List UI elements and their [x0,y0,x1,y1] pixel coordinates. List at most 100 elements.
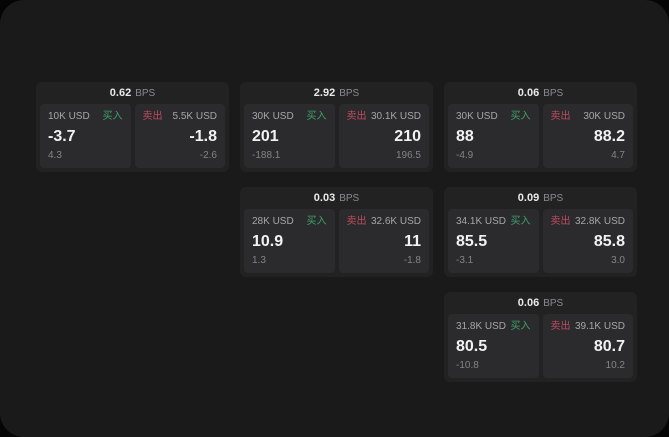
sell-amount-label: 5.5K USD [172,111,217,122]
bps-value: 0.62 [109,87,132,99]
sell-side-label: 卖出 [346,216,367,227]
buy-panel-top: 34.1K USD 买入 [456,216,531,228]
quote-card-body: 30K USD 买入 88 -4.9 卖出 30K USD 88.2 4.7 [444,104,637,172]
sell-side-label: 卖出 [142,111,163,122]
sell-amount-label: 39.1K USD [574,321,625,332]
buy-panel[interactable]: 30K USD 买入 201 -188.1 [244,104,335,168]
sell-price-value: 11 [404,232,421,250]
buy-sub-value: -10.8 [456,360,479,371]
bps-unit-label: BPS [339,87,360,99]
quote-card-body: 31.8K USD 买入 80.5 -10.8 卖出 39.1K USD 80.… [444,314,637,382]
buy-price-value: 85.5 [456,232,488,250]
buy-sub-value: 1.3 [252,255,266,266]
buy-panel-top: 30K USD 买入 [456,111,531,123]
sell-panel-top: 卖出 32.8K USD [551,216,626,228]
quote-card[interactable]: 0.62 BPS 10K USD 买入 -3.7 4.3 卖出 5.5K USD… [36,82,229,172]
buy-panel[interactable]: 31.8K USD 买入 80.5 -10.8 [448,314,539,378]
bps-unit-label: BPS [543,192,564,204]
sell-panel-top: 卖出 30.1K USD [347,111,422,123]
sell-panel-top: 卖出 30K USD [551,111,626,123]
buy-side-label: 买入 [510,111,531,122]
bps-value: 0.09 [517,192,540,204]
buy-sub-value: 4.3 [48,150,62,161]
bps-unit-label: BPS [543,297,564,309]
buy-price-value: 201 [252,127,279,145]
sell-sub-value: -2.6 [199,150,217,161]
sell-panel-top: 卖出 39.1K USD [551,321,626,333]
buy-panel[interactable]: 30K USD 买入 88 -4.9 [448,104,539,168]
sell-amount-label: 30K USD [583,111,625,122]
quote-card[interactable]: 0.06 BPS 30K USD 买入 88 -4.9 卖出 30K USD 8… [444,82,637,172]
bps-unit-label: BPS [135,87,156,99]
quotes-grid: 0.62 BPS 10K USD 买入 -3.7 4.3 卖出 5.5K USD… [36,82,637,382]
buy-side-label: 买入 [102,111,123,122]
buy-amount-label: 30K USD [252,111,294,122]
buy-amount-label: 30K USD [456,111,498,122]
quote-card-body: 10K USD 买入 -3.7 4.3 卖出 5.5K USD -1.8 -2.… [36,104,229,172]
buy-sub-value: -3.1 [456,255,474,266]
sell-side-label: 卖出 [346,111,367,122]
quote-card[interactable]: 0.09 BPS 34.1K USD 买入 85.5 -3.1 卖出 32.8K… [444,187,637,277]
buy-side-label: 买入 [510,216,531,227]
bps-value: 0.06 [517,87,540,99]
sell-price-value: -1.8 [189,127,217,145]
quote-card[interactable]: 2.92 BPS 30K USD 买入 201 -188.1 卖出 30.1K … [240,82,433,172]
buy-sub-value: -4.9 [456,150,474,161]
sell-price-value: 85.8 [593,232,625,250]
buy-panel-top: 28K USD 买入 [252,216,327,228]
sell-amount-label: 32.8K USD [574,216,625,227]
buy-panel[interactable]: 10K USD 买入 -3.7 4.3 [40,104,131,168]
quote-card[interactable]: 0.06 BPS 31.8K USD 买入 80.5 -10.8 卖出 39.1… [444,292,637,382]
sell-price-value: 80.7 [593,337,625,355]
quote-card-header: 0.03 BPS [240,187,433,209]
sell-panel-top: 卖出 5.5K USD [143,111,218,123]
buy-amount-label: 10K USD [48,111,90,122]
sell-sub-value: 10.2 [605,360,625,371]
quote-card-body: 30K USD 买入 201 -188.1 卖出 30.1K USD 210 1… [240,104,433,172]
sell-amount-label: 32.6K USD [370,216,421,227]
sell-panel[interactable]: 卖出 39.1K USD 80.7 10.2 [542,314,633,378]
quote-card-header: 0.06 BPS [444,82,637,104]
sell-panel[interactable]: 卖出 30.1K USD 210 196.5 [338,104,429,168]
buy-price-value: 10.9 [252,232,284,250]
sell-panel[interactable]: 卖出 32.8K USD 85.8 3.0 [542,209,633,273]
quote-card-body: 28K USD 买入 10.9 1.3 卖出 32.6K USD 11 -1.8 [240,209,433,277]
sell-sub-value: 4.7 [611,150,625,161]
sell-panel[interactable]: 卖出 5.5K USD -1.8 -2.6 [134,104,225,168]
buy-side-label: 买入 [306,216,327,227]
sell-side-label: 卖出 [550,321,571,332]
sell-side-label: 卖出 [550,216,571,227]
quote-card-header: 0.62 BPS [36,82,229,104]
buy-side-label: 买入 [306,111,327,122]
buy-panel[interactable]: 34.1K USD 买入 85.5 -3.1 [448,209,539,273]
quote-card[interactable]: 0.03 BPS 28K USD 买入 10.9 1.3 卖出 32.6K US… [240,187,433,277]
buy-panel-top: 10K USD 买入 [48,111,123,123]
quote-card-body: 34.1K USD 买入 85.5 -3.1 卖出 32.8K USD 85.8… [444,209,637,277]
bps-value: 0.06 [517,297,540,309]
buy-amount-label: 28K USD [252,216,294,227]
buy-sub-value: -188.1 [252,150,281,161]
buy-price-value: 80.5 [456,337,488,355]
sell-price-value: 210 [394,127,421,145]
buy-amount-label: 31.8K USD [456,321,507,332]
buy-side-label: 买入 [510,321,531,332]
sell-panel[interactable]: 卖出 32.6K USD 11 -1.8 [338,209,429,273]
sell-sub-value: 3.0 [611,255,625,266]
sell-panel[interactable]: 卖出 30K USD 88.2 4.7 [542,104,633,168]
sell-sub-value: 196.5 [395,150,421,161]
sell-price-value: 88.2 [593,127,625,145]
bps-value: 2.92 [313,87,336,99]
quote-card-header: 0.06 BPS [444,292,637,314]
buy-price-value: -3.7 [48,127,76,145]
buy-panel-top: 31.8K USD 买入 [456,321,531,333]
bps-value: 0.03 [313,192,336,204]
quote-card-header: 0.09 BPS [444,187,637,209]
sell-sub-value: -1.8 [403,255,421,266]
sell-amount-label: 30.1K USD [370,111,421,122]
bps-unit-label: BPS [339,192,360,204]
buy-panel[interactable]: 28K USD 买入 10.9 1.3 [244,209,335,273]
buy-panel-top: 30K USD 买入 [252,111,327,123]
buy-price-value: 88 [456,127,474,145]
quote-card-header: 2.92 BPS [240,82,433,104]
